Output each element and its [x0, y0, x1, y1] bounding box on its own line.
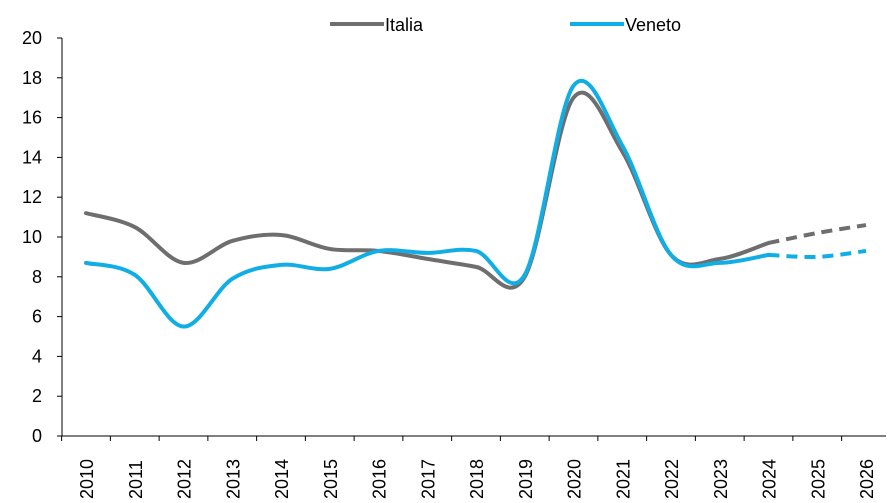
series-line-italia	[84, 90, 771, 290]
y-tick-label: 6	[32, 307, 42, 327]
x-tick-label: 2019	[516, 459, 536, 499]
x-tick-label: 2010	[77, 459, 97, 499]
x-tick-label: 2013	[223, 459, 243, 499]
x-tick-label: 2025	[808, 459, 828, 499]
legend-label-italia: Italia	[385, 15, 424, 35]
y-tick-label: 18	[22, 68, 42, 88]
x-tick-label: 2017	[418, 459, 438, 499]
y-tick-label: 4	[32, 346, 42, 366]
series-layer	[84, 78, 867, 329]
y-tick-label: 14	[22, 147, 42, 167]
x-tick-label: 2026	[857, 459, 877, 499]
y-tick-label: 2	[32, 386, 42, 406]
x-tick-label: 2016	[370, 459, 390, 499]
y-tick-label: 12	[22, 187, 42, 207]
x-tick-label: 2014	[272, 459, 292, 499]
x-tick-label: 2015	[321, 459, 341, 499]
x-tick-label: 2011	[126, 460, 146, 499]
x-tick-label: 2021	[613, 459, 633, 499]
y-tick-label: 20	[22, 28, 42, 48]
series-projection-italia	[768, 223, 867, 245]
legend: Italia Veneto	[330, 15, 681, 35]
x-tick-label: 2023	[711, 459, 731, 499]
series-line-veneto	[84, 78, 771, 329]
y-tick-label: 8	[32, 267, 42, 287]
x-tick-label: 2024	[760, 459, 780, 499]
y-tick-label: 0	[32, 426, 42, 446]
y-tick-label: 10	[22, 227, 42, 247]
legend-label-veneto: Veneto	[625, 15, 681, 35]
y-tick-label: 16	[22, 108, 42, 128]
x-tick-label: 2012	[175, 459, 195, 499]
chart-axes: 0 2 4 6 8 10 12 14 16 18 20 2010 2011 2012 2013 2014 201…	[22, 28, 886, 499]
x-tick-label: 2020	[565, 459, 585, 499]
x-tick-label: 2018	[467, 459, 487, 499]
x-tick-label: 2022	[662, 459, 682, 499]
series-projection-veneto	[768, 248, 867, 260]
